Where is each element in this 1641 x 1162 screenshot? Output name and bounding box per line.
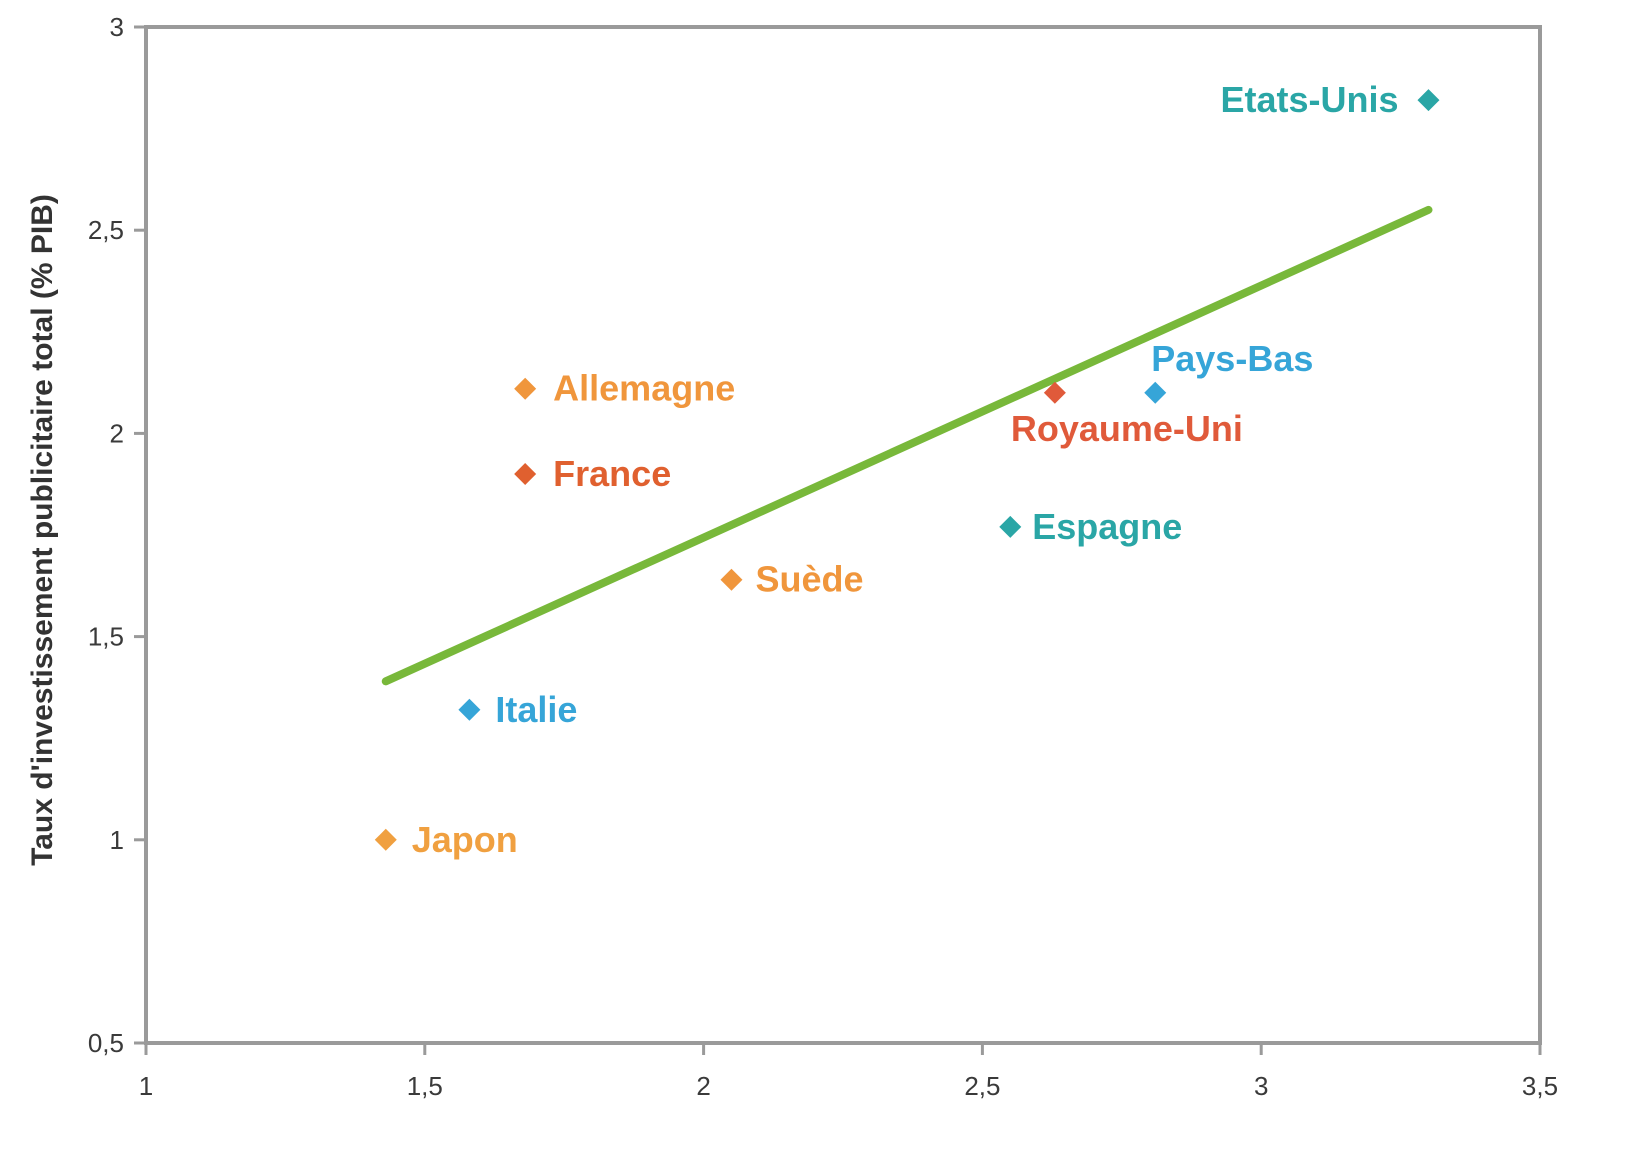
data-point-label: Japon [412, 819, 518, 860]
plot-frame [144, 25, 1542, 1045]
data-point-label: Suède [755, 559, 863, 600]
x-axis: 1 1,5 2 2,5 3 3,5 [139, 1043, 1558, 1101]
y-axis: 0,5 1 1,5 2 2,5 3 [88, 12, 146, 1058]
data-point-marker [999, 515, 1022, 538]
y-tick-label: 1 [110, 825, 124, 855]
data-point-marker [374, 828, 397, 851]
data-points: Etats-Unis Pays-Bas Royaume-Uni Espagne Alle… [374, 79, 1440, 860]
y-axis-label: Taux d'investissement publicitaire total… [26, 194, 59, 866]
y-tick-label: 2 [110, 418, 124, 448]
data-point-marker [720, 568, 743, 591]
data-point-marker [1144, 381, 1167, 404]
data-point-label: Etats-Unis [1220, 79, 1398, 120]
x-tick-label: 1,5 [407, 1071, 443, 1101]
y-tick-label: 0,5 [88, 1028, 124, 1058]
y-tick-label: 3 [110, 12, 124, 42]
data-point-marker [1043, 381, 1066, 404]
x-tick-label: 3,5 [1522, 1071, 1558, 1101]
data-point-label: Royaume-Uni [1011, 408, 1243, 449]
data-point-label: Allemagne [553, 368, 735, 409]
data-point-label: Espagne [1032, 506, 1182, 547]
data-point-marker [514, 377, 537, 400]
x-tick-label: 2,5 [964, 1071, 1000, 1101]
data-point-marker [514, 463, 537, 486]
trendline [381, 205, 1433, 686]
data-point-label: Pays-Bas [1151, 338, 1313, 379]
x-tick-label: 1 [139, 1071, 153, 1101]
data-point-marker [1417, 89, 1440, 112]
data-point-marker [458, 698, 481, 721]
x-tick-label: 2 [696, 1071, 710, 1101]
x-tick-label: 3 [1254, 1071, 1268, 1101]
y-tick-label: 2,5 [88, 215, 124, 245]
y-tick-label: 1,5 [88, 622, 124, 652]
data-point-label: Italie [495, 689, 577, 730]
data-point-label: France [553, 453, 671, 494]
